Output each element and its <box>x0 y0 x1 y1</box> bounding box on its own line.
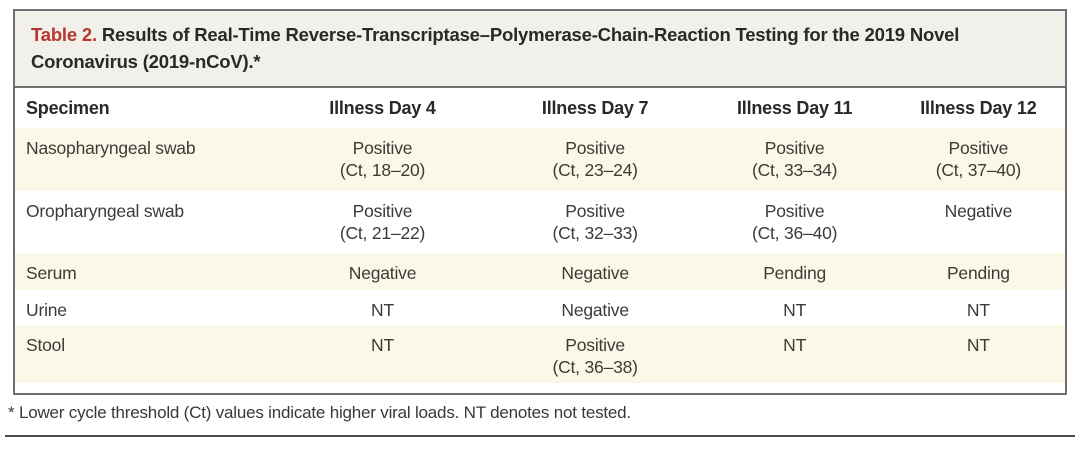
result-cell: NT <box>698 325 892 383</box>
specimen-cell: Oropharyngeal swab <box>26 200 184 221</box>
result-cell: Positive (Ct, 33–34) <box>698 128 892 191</box>
table-row-oropharyngeal-swab: Oropharyngeal swab Positive (Ct, 21–22) P… <box>15 190 1065 253</box>
table-title: Table 2. Results of Real-Time Reverse-Tr… <box>15 11 1065 88</box>
result-cell: Positive (Ct, 18–20) <box>272 128 493 191</box>
result-cell: Positive (Ct, 36–38) <box>493 325 698 383</box>
result-value: Pending <box>946 262 1010 283</box>
ct-value: (Ct, 32–33) <box>552 222 638 243</box>
result-cell: Positive (Ct, 21–22) <box>272 191 493 253</box>
footnote: * Lower cycle threshold (Ct) values indi… <box>8 403 631 422</box>
result-cell: Positive (Ct, 23–24) <box>493 128 698 191</box>
ct-value: (Ct, 37–40) <box>935 159 1022 180</box>
result-cell: Pending <box>698 253 892 290</box>
result-cell: Positive (Ct, 36–40) <box>698 191 892 253</box>
table-title-text: Results of Real-Time Reverse-Transcripta… <box>31 24 960 72</box>
table-number-label: Table 2. <box>31 24 97 45</box>
result-cell: Negative <box>892 191 1065 253</box>
result-value: Positive <box>352 200 413 221</box>
result-value: Positive <box>352 137 413 158</box>
result-cell: Positive (Ct, 37–40) <box>892 128 1065 191</box>
table-row-serum: Serum Negative Negative Pending Pending <box>15 252 1065 290</box>
result-value: Positive <box>565 334 625 355</box>
table-row-urine: Urine NT Negative NT NT <box>15 289 1065 325</box>
result-cell: NT <box>272 325 493 383</box>
result-cell: NT <box>892 290 1065 325</box>
result-value: NT <box>371 299 394 320</box>
result-value: NT <box>966 334 990 355</box>
ct-value: (Ct, 33–34) <box>751 159 838 180</box>
result-value: Positive <box>565 137 625 158</box>
column-header-specimen: Specimen <box>15 87 273 128</box>
column-header-illness-day-7: Illness Day 7 <box>492 87 698 128</box>
bottom-rule <box>5 435 1075 437</box>
ct-value: (Ct, 36–38) <box>552 356 638 377</box>
result-value: Positive <box>764 137 825 158</box>
result-value: Positive <box>565 200 625 221</box>
column-header-illness-day-4: Illness Day 4 <box>272 87 493 128</box>
specimen-cell: Nasopharyngeal swab <box>26 137 196 158</box>
result-cell: Negative <box>272 253 493 290</box>
result-value: Negative <box>944 200 1013 221</box>
ct-value: (Ct, 18–20) <box>339 159 426 180</box>
header-row: Specimen Illness Day 4 Illness Day 7 Ill… <box>15 87 1065 128</box>
ct-value: (Ct, 36–40) <box>751 222 838 243</box>
card-bottom-spacer <box>15 382 1065 393</box>
specimen-cell: Urine <box>26 299 67 320</box>
table-row-nasopharyngeal-swab: Nasopharyngeal swab Positive (Ct, 18–20) … <box>15 127 1065 191</box>
results-table: Specimen Illness Day 4 Illness Day 7 Ill… <box>15 87 1065 383</box>
result-cell: NT <box>272 290 493 325</box>
result-cell: Negative <box>493 253 698 290</box>
column-header-illness-day-11: Illness Day 11 <box>697 87 892 128</box>
result-value: NT <box>371 334 394 355</box>
result-cell: Negative <box>493 290 698 325</box>
ct-value: (Ct, 23–24) <box>552 159 638 180</box>
table-card: Table 2. Results of Real-Time Reverse-Tr… <box>13 9 1067 395</box>
result-value: Positive <box>764 200 825 221</box>
specimen-cell: Serum <box>26 262 77 283</box>
result-value: NT <box>966 299 990 320</box>
column-header-illness-day-12: Illness Day 12 <box>891 87 1065 128</box>
result-value: Negative <box>561 262 629 283</box>
result-cell: NT <box>698 290 892 325</box>
result-value: Negative <box>561 299 629 320</box>
result-cell: Pending <box>892 253 1065 290</box>
ct-value: (Ct, 21–22) <box>339 222 426 243</box>
result-value: NT <box>783 334 807 355</box>
result-value: NT <box>783 299 807 320</box>
result-value: Negative <box>348 262 417 283</box>
specimen-cell: Stool <box>26 334 65 355</box>
result-value: Positive <box>948 137 1009 158</box>
table-row-stool: Stool NT Positive (Ct, 36–38) NT NT <box>15 324 1065 383</box>
result-value: Pending <box>763 262 827 283</box>
result-cell: NT <box>892 325 1065 383</box>
result-cell: Positive (Ct, 32–33) <box>493 191 698 253</box>
